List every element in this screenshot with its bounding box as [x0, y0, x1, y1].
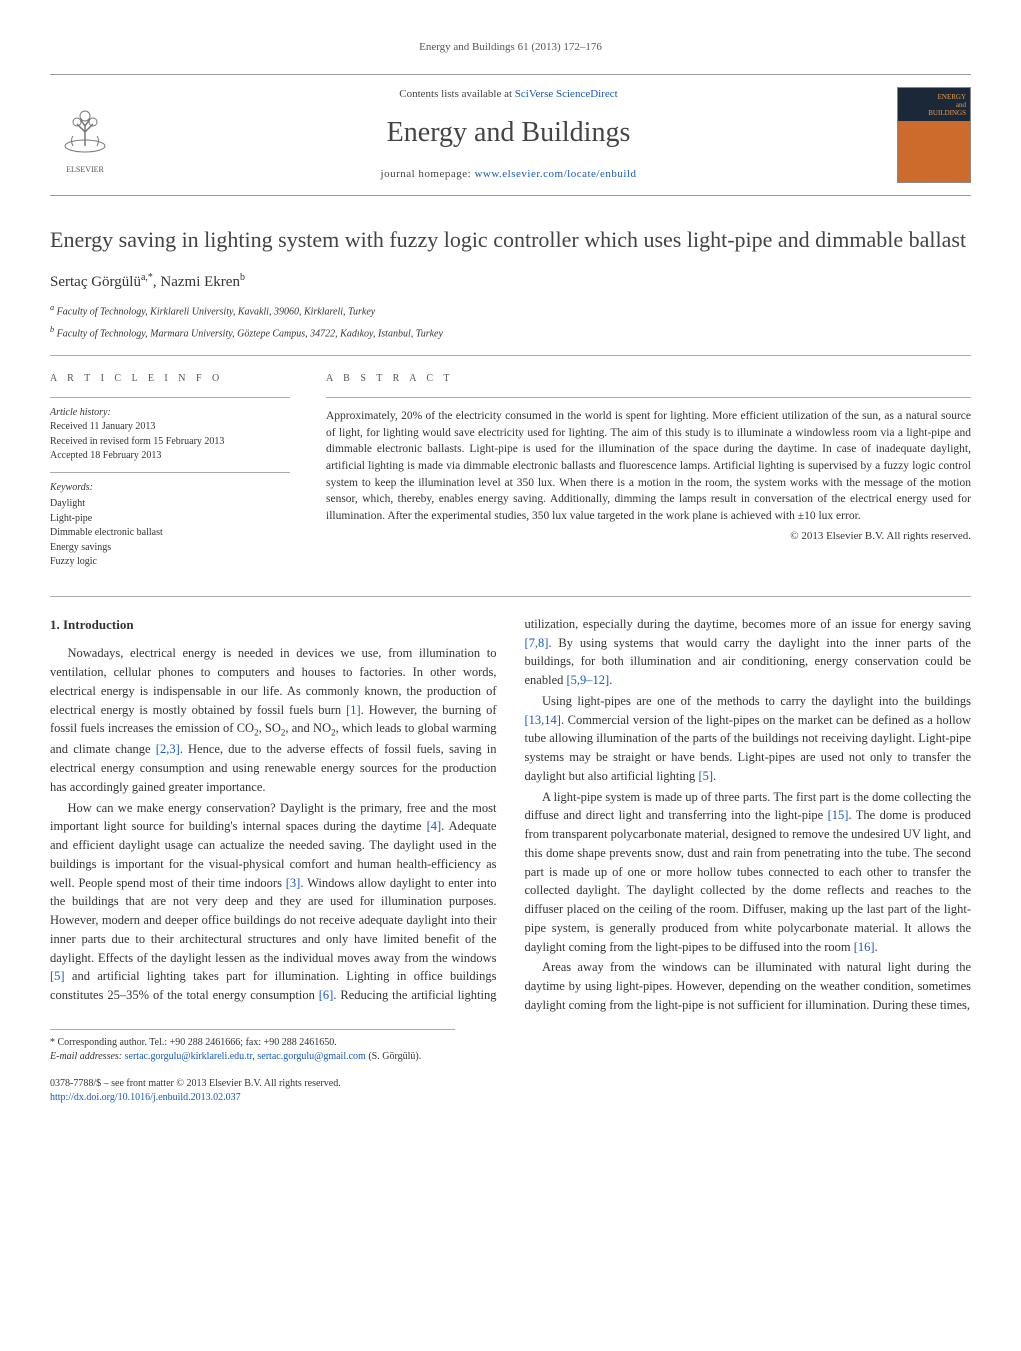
keyword: Energy savings	[50, 541, 290, 556]
divider	[50, 472, 290, 473]
intro-p3: Using light-pipes are one of the methods…	[525, 692, 972, 786]
contents-prefix: Contents lists available at	[399, 88, 514, 100]
t: .	[609, 673, 612, 687]
email-label: E-mail addresses:	[50, 1051, 125, 1062]
footnotes: * Corresponding author. Tel.: +90 288 24…	[50, 1029, 455, 1065]
contents-line: Contents lists available at SciVerse Sci…	[136, 87, 881, 103]
journal-reference: Energy and Buildings 61 (2013) 172–176	[50, 40, 971, 56]
elsevier-label: ELSEVIER	[66, 164, 104, 176]
cite-4[interactable]: [4]	[427, 819, 442, 833]
section-heading-intro: 1. Introduction	[50, 615, 497, 635]
article-info-heading: a r t i c l e i n f o	[50, 372, 290, 387]
cite-2-3[interactable]: [2,3]	[156, 742, 180, 756]
divider	[50, 397, 290, 398]
intro-p1: Nowadays, electrical energy is needed in…	[50, 644, 497, 796]
history-received: Received 11 January 2013	[50, 420, 290, 435]
t: . The dome is produced from transparent …	[525, 808, 972, 953]
t: , SO	[259, 721, 281, 735]
front-matter: 0378-7788/$ – see front matter © 2013 El…	[50, 1077, 971, 1106]
cite-7-8[interactable]: [7,8]	[525, 636, 549, 650]
aff-sup-a: a	[50, 303, 54, 312]
cite-5-9-12[interactable]: [5,9–12]	[567, 673, 610, 687]
homepage-link[interactable]: www.elsevier.com/locate/enbuild	[474, 168, 636, 180]
keywords-label: Keywords:	[50, 481, 290, 496]
issn-copyright: 0378-7788/$ – see front matter © 2013 El…	[50, 1077, 971, 1092]
cite-3b[interactable]: [3]	[286, 876, 301, 890]
cite-16[interactable]: [16]	[854, 940, 875, 954]
t: .	[875, 940, 878, 954]
email-line: E-mail addresses: sertac.gorgulu@kirklar…	[50, 1050, 455, 1065]
aff-sup-b: b	[50, 325, 54, 334]
corresponding-author: * Corresponding author. Tel.: +90 288 24…	[50, 1036, 455, 1051]
affiliation-a: a Faculty of Technology, Kirklareli Univ…	[50, 302, 971, 320]
t: .	[713, 769, 716, 783]
article-info: a r t i c l e i n f o Article history: R…	[50, 372, 290, 570]
authors: Sertaç Görgülüa,*, Nazmi Ekrenb	[50, 271, 971, 294]
cite-5[interactable]: [5]	[50, 969, 65, 983]
keyword: Light-pipe	[50, 512, 290, 527]
author-2-sup: b	[240, 272, 245, 283]
journal-cover-thumb: ENERGYandBUILDINGS	[897, 87, 971, 183]
cite-13-14[interactable]: [13,14]	[525, 713, 561, 727]
author-2: , Nazmi Ekren	[153, 274, 240, 290]
t: Using light-pipes are one of the methods…	[542, 694, 971, 708]
abstract-heading: a b s t r a c t	[326, 372, 971, 387]
sciencedirect-link[interactable]: SciVerse ScienceDirect	[515, 88, 618, 100]
header-center: Contents lists available at SciVerse Sci…	[136, 87, 881, 183]
intro-p5: Areas away from the windows can be illum…	[525, 958, 972, 1014]
affiliation-b: b Faculty of Technology, Marmara Univers…	[50, 324, 971, 342]
article-title: Energy saving in lighting system with fu…	[50, 226, 971, 255]
cite-6[interactable]: [6]	[319, 988, 334, 1002]
aff-text-b: Faculty of Technology, Marmara Universit…	[57, 328, 443, 339]
history-accepted: Accepted 18 February 2013	[50, 449, 290, 464]
t: , and NO	[285, 721, 331, 735]
cite-1[interactable]: [1]	[346, 703, 361, 717]
cite-5b[interactable]: [5]	[698, 769, 713, 783]
homepage-line: journal homepage: www.elsevier.com/locat…	[136, 167, 881, 183]
keyword: Dimmable electronic ballast	[50, 526, 290, 541]
cite-15[interactable]: [15]	[828, 808, 849, 822]
history-label: Article history:	[50, 406, 290, 421]
abstract-text: Approximately, 20% of the electricity co…	[326, 408, 971, 525]
info-abstract-row: a r t i c l e i n f o Article history: R…	[50, 355, 971, 570]
abstract-copyright: © 2013 Elsevier B.V. All rights reserved…	[326, 529, 971, 545]
divider	[326, 397, 971, 398]
journal-name: Energy and Buildings	[136, 113, 881, 154]
email-tail: (S. Görgülü).	[366, 1051, 421, 1062]
t: . Commercial version of the light-pipes …	[525, 713, 972, 783]
cover-title: ENERGYandBUILDINGS	[928, 94, 966, 117]
author-1-sup: a,*	[141, 272, 153, 283]
body-columns: 1. Introduction Nowadays, electrical ene…	[50, 596, 971, 1015]
email-link-1[interactable]: sertac.gorgulu@kirklareli.edu.tr	[125, 1051, 253, 1062]
doi-link[interactable]: http://dx.doi.org/10.1016/j.enbuild.2013…	[50, 1092, 241, 1103]
email-link-2[interactable]: sertac.gorgulu@gmail.com	[257, 1051, 365, 1062]
intro-p4: A light-pipe system is made up of three …	[525, 788, 972, 957]
elsevier-tree-icon	[55, 104, 115, 164]
aff-text-a: Faculty of Technology, Kirklareli Univer…	[57, 306, 376, 317]
keyword: Fuzzy logic	[50, 555, 290, 570]
journal-header: ELSEVIER Contents lists available at Sci…	[50, 74, 971, 196]
abstract: a b s t r a c t Approximately, 20% of th…	[326, 372, 971, 570]
history-revised: Received in revised form 15 February 201…	[50, 435, 290, 450]
keyword: Daylight	[50, 497, 290, 512]
author-1: Sertaç Görgülü	[50, 274, 141, 290]
homepage-prefix: journal homepage:	[381, 168, 475, 180]
elsevier-logo: ELSEVIER	[50, 95, 120, 175]
